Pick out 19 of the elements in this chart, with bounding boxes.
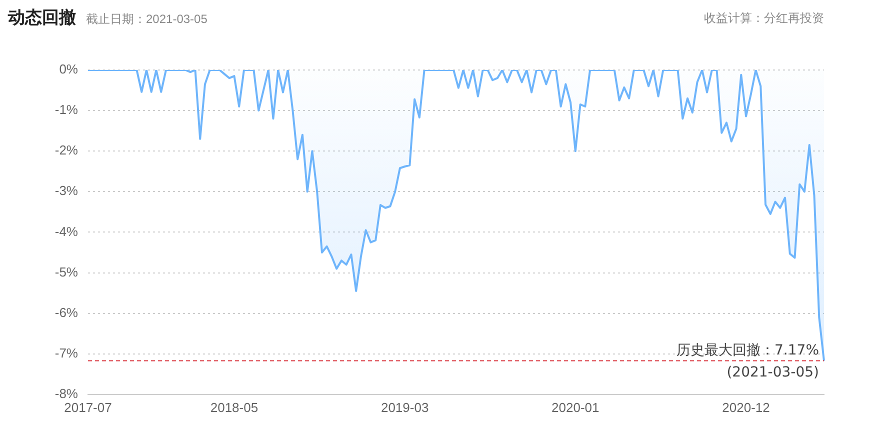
annotation: (2021-03-05) [726,364,819,381]
x-tick-label: 2017-07 [64,400,112,415]
y-tick-label: 0% [59,62,78,77]
x-tick-label: 2018-05 [210,400,258,415]
y-tick-label: -4% [54,224,78,239]
chart-subtitle: 截止日期：2021-03-05 [86,11,208,28]
x-tick-label: 2020-01 [552,400,600,415]
x-tick-label: 2019-03 [380,400,429,415]
y-tick-label: -2% [54,142,78,158]
annotation: 历史最大回撤：7.17% [676,342,819,359]
y-tick-label: -7% [54,345,78,360]
text: 收益计算：分红再投资 [704,10,824,27]
x-tick-label: 2020-12 [722,400,770,415]
y-tick-label: -6% [54,304,78,320]
y-tick-label: -5% [54,264,78,280]
y-tick-label: -3% [54,183,78,198]
chart-title: 动态回撤 [8,7,76,29]
y-tick-label: -8% [54,386,78,401]
y-tick-label: -1% [54,102,78,118]
